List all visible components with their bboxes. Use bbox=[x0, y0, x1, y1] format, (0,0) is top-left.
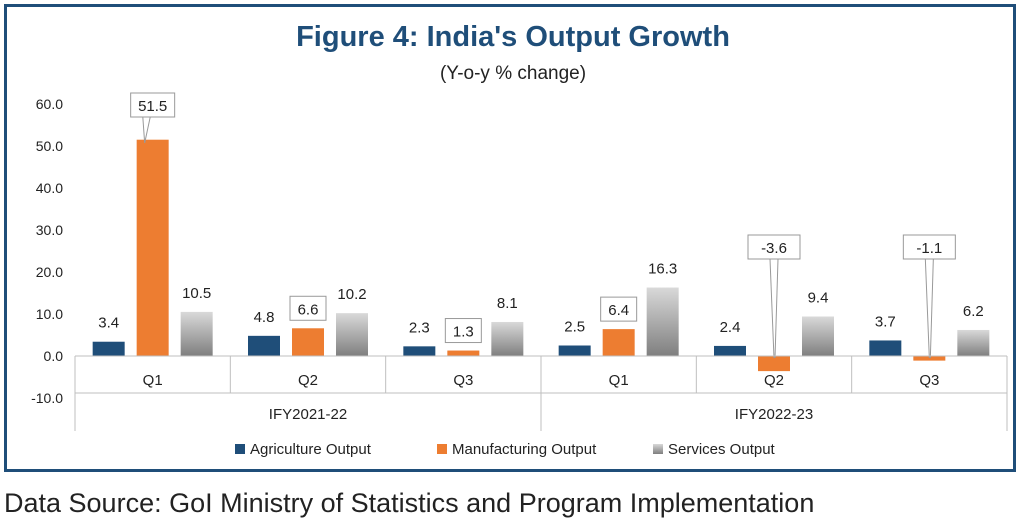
bar-manufacturing-output bbox=[602, 329, 635, 356]
x-group-label: IFY2022-23 bbox=[735, 406, 813, 423]
data-label: 16.3 bbox=[648, 261, 677, 278]
callout-box bbox=[444, 318, 482, 344]
y-tick-label: 60.0 bbox=[36, 96, 63, 112]
bars: 3.4 4.8 2.3 2.5 2.4 3.7 51.5 6.6 1.3 6.4 -3.6 -1.1 1… bbox=[92, 92, 990, 372]
bar-services-output bbox=[802, 316, 834, 356]
bar-services-output bbox=[180, 311, 213, 356]
callout-pointer bbox=[769, 258, 775, 359]
bar-services-output bbox=[491, 321, 524, 356]
data-source-note: Data Source: GoI Ministry of Statistics … bbox=[4, 488, 815, 518]
data-label: 10.5 bbox=[182, 285, 211, 302]
chart-frame: Figure 4: India's Output Growth (Y-o-y %… bbox=[4, 4, 1016, 472]
bar-manufacturing-output bbox=[136, 139, 169, 356]
data-label: 6.4 bbox=[608, 302, 629, 319]
y-tick-label: 10.0 bbox=[36, 306, 63, 322]
y-tick-label: 0.0 bbox=[44, 348, 64, 364]
data-label: 9.4 bbox=[808, 290, 829, 307]
callout-pointer bbox=[929, 258, 934, 359]
chart-title: Figure 4: India's Output Growth bbox=[296, 21, 730, 53]
x-tick-label: Q3 bbox=[919, 372, 939, 389]
y-tick-label: -10.0 bbox=[31, 390, 63, 406]
legend-swatch bbox=[235, 444, 245, 454]
bar-agriculture-output bbox=[248, 335, 280, 356]
bar-agriculture-output bbox=[714, 345, 746, 356]
bar-manufacturing-output bbox=[758, 356, 790, 372]
data-label: 6.2 bbox=[963, 303, 984, 320]
callout-box bbox=[600, 296, 638, 322]
bar-manufacturing-output bbox=[447, 350, 480, 356]
data-label: 3.7 bbox=[875, 313, 896, 330]
data-label: 51.5 bbox=[138, 98, 167, 115]
bar-manufacturing-output bbox=[292, 328, 324, 356]
data-label: 10.2 bbox=[337, 286, 366, 303]
callout-pointer bbox=[142, 114, 152, 144]
legend-swatch bbox=[653, 444, 663, 454]
legend: Agriculture Output Manufacturing Output Se… bbox=[235, 441, 776, 458]
x-tick-label: Q3 bbox=[453, 372, 473, 389]
bar-services-output bbox=[646, 287, 679, 356]
data-label: -1.1 bbox=[916, 240, 942, 257]
x-tick-label: Q2 bbox=[298, 372, 318, 389]
x-axis: Q1 Q2 Q3 Q1 Q2 Q3 IFY2021-22 IFY2022-23 bbox=[74, 355, 1008, 431]
callout-pointer bbox=[924, 258, 930, 359]
callout-box bbox=[902, 234, 956, 260]
legend-label: Agriculture Output bbox=[250, 441, 372, 458]
bar-agriculture-output bbox=[558, 345, 591, 356]
data-label: 1.3 bbox=[453, 324, 474, 341]
bar-agriculture-output bbox=[403, 346, 436, 356]
data-label: 2.5 bbox=[564, 319, 585, 336]
y-tick-label: 50.0 bbox=[36, 138, 63, 154]
y-tick-label: 20.0 bbox=[36, 264, 63, 280]
data-label: -3.6 bbox=[761, 240, 787, 257]
x-group-label: IFY2021-22 bbox=[269, 406, 347, 423]
bar-services-output bbox=[336, 313, 368, 356]
legend-label: Services Output bbox=[668, 441, 776, 458]
x-tick-label: Q2 bbox=[764, 372, 784, 389]
x-tick-label: Q1 bbox=[143, 372, 163, 389]
chart-subtitle: (Y-o-y % change) bbox=[439, 63, 587, 84]
data-label: 2.3 bbox=[409, 319, 430, 336]
callout-pointer bbox=[774, 258, 779, 359]
data-label: 2.4 bbox=[720, 319, 741, 336]
bar-agriculture-output bbox=[869, 340, 902, 356]
bar-manufacturing-output bbox=[913, 356, 946, 361]
bar-services-output bbox=[957, 329, 990, 356]
legend-swatch bbox=[437, 444, 447, 454]
y-tick-label: 40.0 bbox=[36, 180, 63, 196]
x-tick-label: Q1 bbox=[609, 372, 629, 389]
callout-box bbox=[289, 295, 327, 321]
bar-agriculture-output bbox=[92, 341, 125, 356]
y-axis: 60.0 50.0 40.0 30.0 20.0 10.0 0.0 -10.0 bbox=[31, 96, 63, 406]
bar-chart: 60.0 50.0 40.0 30.0 20.0 10.0 0.0 -10.0 3.4 4.8 2… bbox=[31, 92, 1008, 458]
data-label: 6.6 bbox=[298, 301, 319, 318]
callout-box bbox=[747, 234, 801, 260]
y-tick-label: 30.0 bbox=[36, 222, 63, 238]
data-label: 3.4 bbox=[98, 315, 119, 332]
legend-label: Manufacturing Output bbox=[452, 441, 597, 458]
callout-box bbox=[130, 92, 176, 118]
data-label: 8.1 bbox=[497, 295, 518, 312]
data-label: 4.8 bbox=[254, 309, 275, 326]
